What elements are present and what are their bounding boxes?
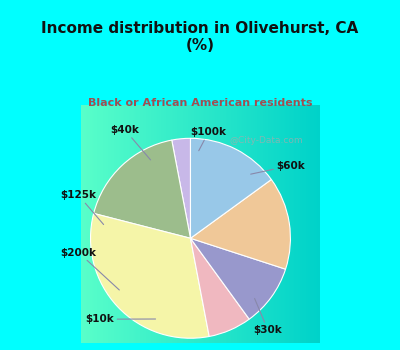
Wedge shape [190, 180, 290, 269]
Text: $100k: $100k [190, 127, 226, 151]
Text: Income distribution in Olivehurst, CA
(%): Income distribution in Olivehurst, CA (%… [41, 21, 359, 54]
Wedge shape [190, 238, 286, 319]
Text: @City-Data.com: @City-Data.com [230, 136, 304, 145]
Text: $10k: $10k [86, 314, 156, 324]
Wedge shape [190, 238, 249, 336]
Wedge shape [94, 140, 190, 238]
Text: $30k: $30k [254, 299, 282, 335]
Wedge shape [172, 138, 190, 238]
Text: Black or African American residents: Black or African American residents [88, 98, 312, 108]
Wedge shape [190, 138, 271, 238]
Text: $40k: $40k [110, 125, 150, 160]
Text: $200k: $200k [61, 247, 119, 290]
Text: $60k: $60k [251, 161, 305, 174]
Text: $125k: $125k [61, 190, 104, 224]
Wedge shape [90, 214, 209, 338]
